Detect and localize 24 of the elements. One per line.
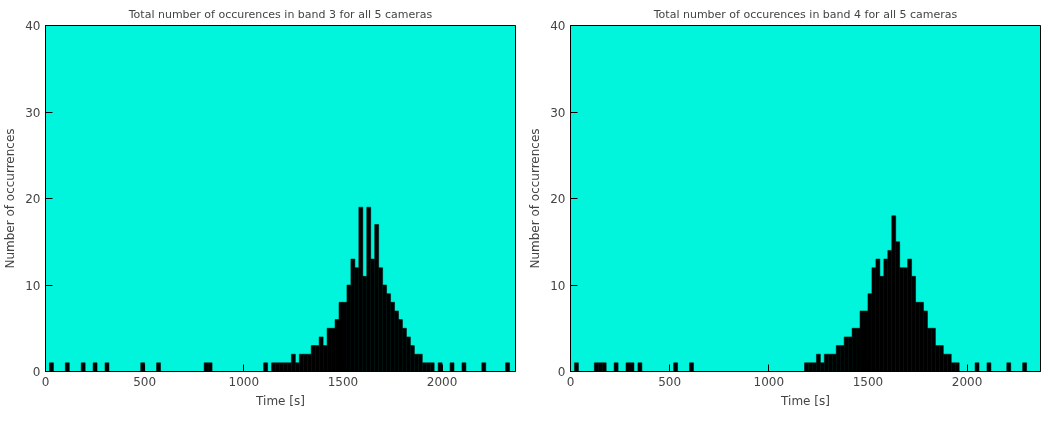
y-axis-title: Number of occurrences — [3, 128, 18, 269]
x-axis-title: Time [s] — [780, 393, 830, 408]
x-axis-title: Time [s] — [255, 393, 305, 408]
y-tick-label: 10 — [550, 278, 566, 293]
y-tick-label: 40 — [25, 19, 41, 33]
x-tick-label: 1000 — [753, 374, 785, 389]
y-tick-label: 0 — [32, 365, 41, 379]
x-tick-label: 1000 — [228, 374, 260, 389]
y-tick-label: 20 — [25, 192, 41, 206]
chart-title: Total number of occurences in band 3 for all 5 cameras — [127, 7, 433, 21]
y-tick-label: 20 — [550, 192, 566, 206]
y-axis-title: Number of occurrences — [528, 128, 543, 269]
y-tick-label: 0 — [557, 365, 566, 379]
y-tick-label: 30 — [550, 105, 566, 120]
x-tick-label: 2000 — [426, 374, 458, 389]
y-tick-label: 40 — [550, 19, 566, 33]
x-tick-label: 500 — [658, 374, 682, 389]
x-tick-label: 2000 — [951, 374, 983, 389]
y-tick-label: 30 — [25, 105, 41, 120]
x-tick-label: 1500 — [327, 374, 359, 389]
y-tick-label: 10 — [25, 278, 41, 293]
x-tick-label: 1500 — [852, 374, 884, 389]
x-tick-label: 500 — [133, 374, 157, 389]
chart-title: Total number of occurences in band 4 for all 5 cameras — [652, 7, 958, 21]
